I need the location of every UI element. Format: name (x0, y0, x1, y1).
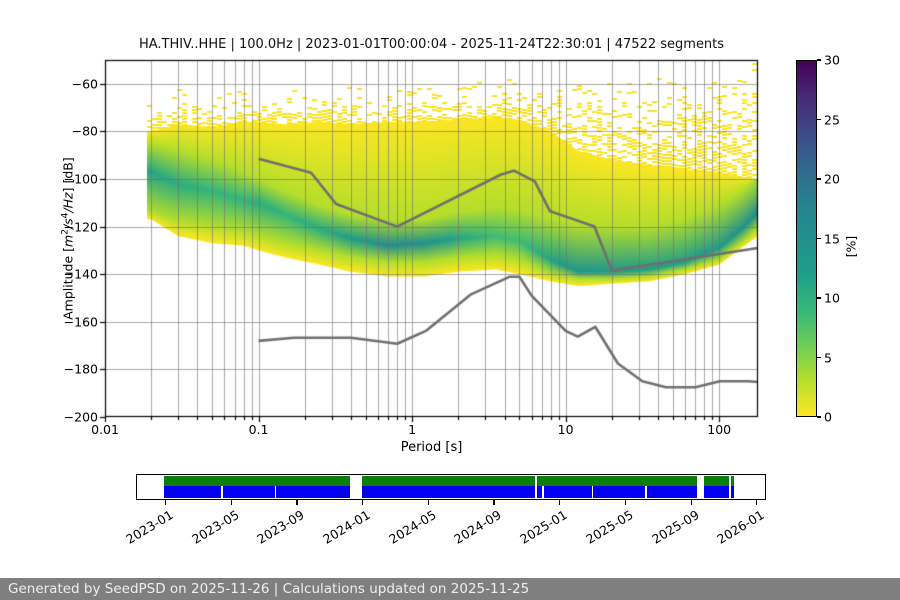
ppsd-heatmap-canvas (0, 0, 900, 470)
availability-tick-mark (690, 500, 692, 505)
colorbar-tick-label: 20 (824, 171, 840, 187)
y-tick-label: −120 (63, 219, 98, 235)
colorbar-label: [%] (843, 235, 859, 258)
y-axis-label-text: Amplitude [ (60, 246, 76, 320)
y-axis-label-math: m (60, 234, 76, 247)
colorbar-tick-mark (817, 297, 821, 299)
availability-blue-segment (163, 485, 735, 499)
y-axis-label-math: /Hz (60, 192, 76, 213)
availability-tick-mark (559, 500, 561, 505)
x-tick-label: 10 (557, 422, 574, 437)
availability-gap (350, 475, 363, 499)
x-axis-label: Period [s] (400, 440, 463, 455)
y-axis-label: Amplitude [m2/s4/Hz] [dB] (60, 109, 75, 369)
availability-tick-label: 2024-01 (320, 507, 373, 547)
colorbar-gradient (797, 61, 816, 416)
availability-tick-mark (362, 500, 364, 505)
availability-blue-gap (220, 485, 223, 499)
colorbar-tick-mark (817, 416, 821, 418)
colorbar-tick-label: 0 (824, 409, 832, 425)
colorbar-tick-label: 30 (824, 52, 840, 68)
availability-blue-gap (591, 485, 594, 499)
availability-tick-label: 2025-05 (583, 507, 636, 547)
y-tick-label: −140 (63, 266, 98, 282)
y-tick-label: −100 (63, 171, 98, 187)
y-axis-label-exp: 4 (60, 212, 71, 219)
y-tick-label: −60 (71, 76, 98, 92)
colorbar (796, 60, 817, 417)
y-tick-label: −180 (63, 361, 98, 377)
colorbar-tick-label: 25 (824, 112, 840, 127)
colorbar-tick-label: 15 (824, 231, 840, 246)
availability-tick-label: 2024-09 (451, 507, 505, 547)
availability-tick-label: 2025-09 (648, 507, 702, 547)
availability-green-segment (163, 475, 735, 486)
colorbar-tick-label: 5 (824, 350, 832, 365)
availability-tick-mark (624, 500, 627, 505)
colorbar-tick-mark (817, 356, 821, 359)
availability-tick-label: 2023-05 (188, 507, 242, 547)
footer-bar: Generated by SeedPSD on 2025-11-26 | Cal… (0, 578, 900, 600)
availability-tick-mark (493, 500, 495, 505)
availability-tick-label: 2025-01 (517, 507, 570, 547)
y-tick-label: −160 (63, 314, 98, 330)
y-tick-label: −80 (71, 123, 98, 139)
availability-tick-label: 2026-01 (714, 507, 768, 547)
colorbar-tick-mark (817, 178, 821, 180)
availability-tick-mark (296, 500, 298, 505)
x-tick-label: 100 (707, 422, 732, 437)
availability-blue-gap (541, 485, 544, 499)
availability-tick-mark (230, 500, 232, 505)
availability-gap (534, 475, 537, 499)
x-tick-label: 0.01 (91, 422, 119, 437)
availability-gap (697, 475, 705, 499)
x-tick-label: 0.1 (248, 422, 269, 437)
y-tick-label: −200 (63, 409, 98, 425)
colorbar-tick-mark (817, 237, 821, 240)
x-tick-label: 1 (408, 422, 417, 437)
footer-text: Generated by SeedPSD on 2025-11-26 | Cal… (8, 581, 530, 597)
availability-tick-mark (164, 500, 167, 505)
availability-tick-label: 2024-05 (386, 507, 439, 547)
plot-title: HA.THIV..HHE | 100.0Hz | 2023-01-01T00:0… (138, 37, 725, 52)
availability-blue-gap (274, 485, 277, 499)
availability-blue-gap (645, 485, 648, 499)
colorbar-tick-mark (817, 118, 821, 121)
availability-gap (729, 475, 732, 499)
colorbar-tick-mark (817, 59, 821, 61)
availability-tick-mark (756, 500, 758, 505)
availability-bar (136, 474, 766, 500)
availability-tick-label: 2023-01 (123, 507, 176, 547)
availability-tick-label: 2023-09 (254, 507, 308, 547)
colorbar-tick-label: 10 (824, 290, 840, 306)
availability-tick-mark (427, 500, 429, 505)
